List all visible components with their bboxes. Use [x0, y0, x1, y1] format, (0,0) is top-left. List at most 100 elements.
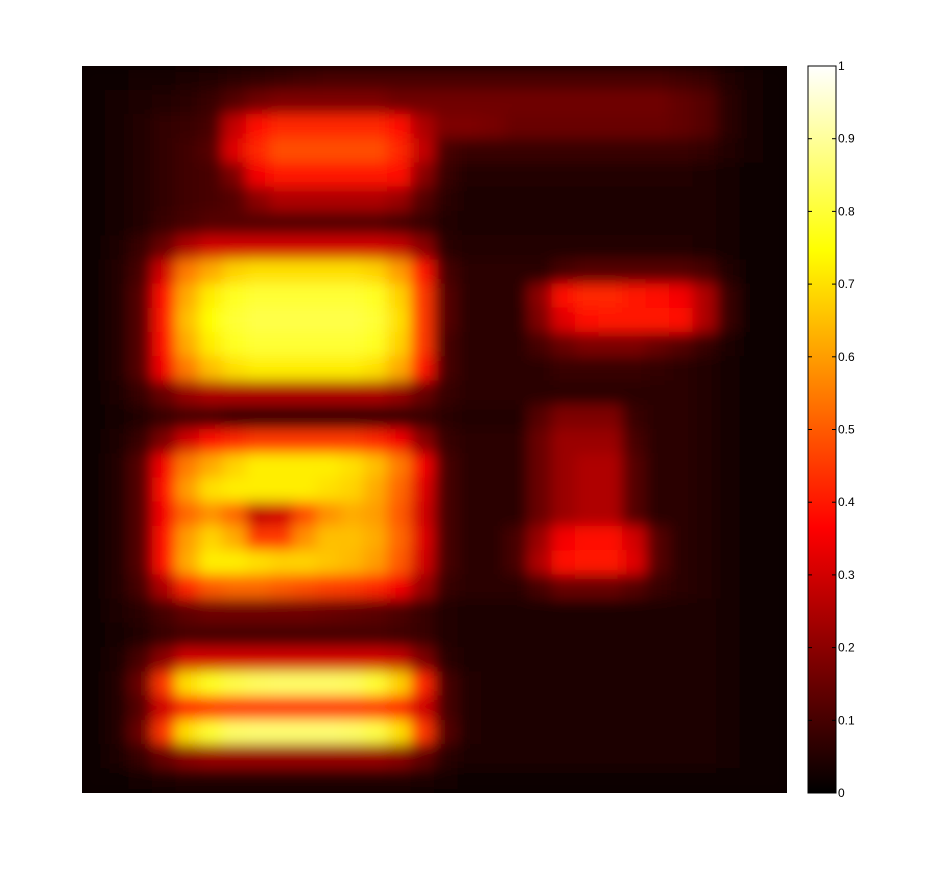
- heatmap-cell: [128, 113, 153, 140]
- heatmap-cell: [316, 622, 341, 649]
- heatmap-cell: [457, 719, 482, 746]
- colorbar-tick-label: 0.8: [838, 204, 855, 218]
- heatmap-cell: [199, 113, 224, 140]
- heatmap-cell: [340, 453, 365, 479]
- heatmap-cell: [105, 477, 130, 503]
- heatmap-cell: [645, 404, 670, 430]
- heatmap-cell: [575, 622, 600, 649]
- heatmap-cell: [246, 307, 271, 334]
- heatmap-cell: [199, 186, 224, 212]
- heatmap-cell: [246, 671, 271, 697]
- heatmap-cell: [222, 89, 247, 115]
- heatmap-cell: [457, 768, 482, 793]
- heatmap-cell: [222, 622, 247, 649]
- heatmap-cell: [504, 453, 529, 479]
- heatmap-cell: [528, 380, 553, 406]
- heatmap-cell: [457, 744, 482, 770]
- heatmap-cell: [763, 89, 787, 115]
- heatmap-cell: [739, 768, 764, 793]
- heatmap-cell: [481, 453, 506, 479]
- heatmap-cell: [739, 574, 764, 600]
- heatmap-cell: [716, 89, 741, 115]
- heatmap-cell: [457, 89, 482, 115]
- heatmap-cell: [434, 138, 459, 164]
- heatmap-cell: [269, 477, 294, 503]
- heatmap-cell: [598, 89, 623, 115]
- heatmap-cell: [716, 356, 741, 382]
- heatmap-cell: [598, 332, 623, 358]
- heatmap-cell: [82, 113, 106, 140]
- heatmap-cell: [128, 744, 153, 770]
- heatmap-cell: [293, 768, 318, 793]
- heatmap-cell: [222, 162, 247, 188]
- heatmap-cell: [739, 138, 764, 164]
- heatmap-cell: [410, 501, 435, 527]
- heatmap-cell: [410, 283, 435, 309]
- heatmap-cell: [716, 259, 741, 285]
- heatmap-cell: [669, 574, 694, 600]
- heatmap-cell: [739, 356, 764, 382]
- heatmap-cell: [175, 356, 200, 382]
- heatmap-cell: [410, 66, 435, 91]
- heatmap-cell: [105, 283, 130, 309]
- heatmap-cell: [598, 647, 623, 673]
- heatmap-cell: [716, 671, 741, 697]
- heatmap-cell: [528, 719, 553, 746]
- heatmap-cell: [763, 404, 787, 430]
- heatmap-cell: [669, 332, 694, 358]
- heatmap-cell: [175, 453, 200, 479]
- heatmap-cell: [152, 647, 177, 673]
- heatmap-cell: [128, 719, 153, 746]
- heatmap-cell: [363, 429, 388, 455]
- heatmap-cell: [716, 453, 741, 479]
- heatmap-cell: [739, 162, 764, 188]
- heatmap-cell: [199, 598, 224, 624]
- heatmap-cell: [410, 453, 435, 479]
- heatmap-cell: [575, 744, 600, 770]
- heatmap-cell: [293, 307, 318, 334]
- heatmap-cell: [152, 66, 177, 91]
- heatmap-cell: [246, 186, 271, 212]
- heatmap-cell: [575, 695, 600, 721]
- heatmap-cell: [128, 647, 153, 673]
- heatmap-cell: [152, 259, 177, 285]
- heatmap-cell: [434, 210, 459, 237]
- heatmap-cell: [739, 647, 764, 673]
- heatmap-cell: [434, 307, 459, 334]
- heatmap-cell: [152, 695, 177, 721]
- heatmap-cell: [316, 283, 341, 309]
- heatmap-cell: [387, 671, 412, 697]
- heatmap-cell: [692, 598, 717, 624]
- heatmap-cell: [105, 307, 130, 334]
- heatmap-cell: [199, 210, 224, 237]
- heatmap-cell: [175, 162, 200, 188]
- heatmap-cell: [692, 695, 717, 721]
- heatmap-cell: [598, 162, 623, 188]
- heatmap-cell: [739, 380, 764, 406]
- heatmap-cell: [434, 501, 459, 527]
- heatmap-cell: [387, 89, 412, 115]
- heatmap-cell: [692, 210, 717, 237]
- heatmap-cell: [528, 89, 553, 115]
- heatmap-cell: [222, 356, 247, 382]
- heatmap-cell: [152, 622, 177, 649]
- heatmap-cell: [622, 113, 647, 140]
- heatmap-cell: [739, 210, 764, 237]
- heatmap-cell: [387, 550, 412, 576]
- heatmap-cell: [739, 622, 764, 649]
- heatmap-cell: [622, 162, 647, 188]
- heatmap-cell: [293, 66, 318, 91]
- heatmap-cell: [128, 259, 153, 285]
- heatmap-cell: [528, 162, 553, 188]
- heatmap-cell: [175, 647, 200, 673]
- heatmap-cell: [175, 550, 200, 576]
- heatmap-cell: [269, 622, 294, 649]
- heatmap-cell: [622, 719, 647, 746]
- heatmap-cell: [528, 647, 553, 673]
- heatmap-cell: [105, 66, 130, 91]
- heatmap-cell: [340, 66, 365, 91]
- heatmap-cell: [645, 550, 670, 576]
- heatmap-cell: [528, 429, 553, 455]
- heatmap-cell: [269, 719, 294, 746]
- heatmap-cell: [622, 89, 647, 115]
